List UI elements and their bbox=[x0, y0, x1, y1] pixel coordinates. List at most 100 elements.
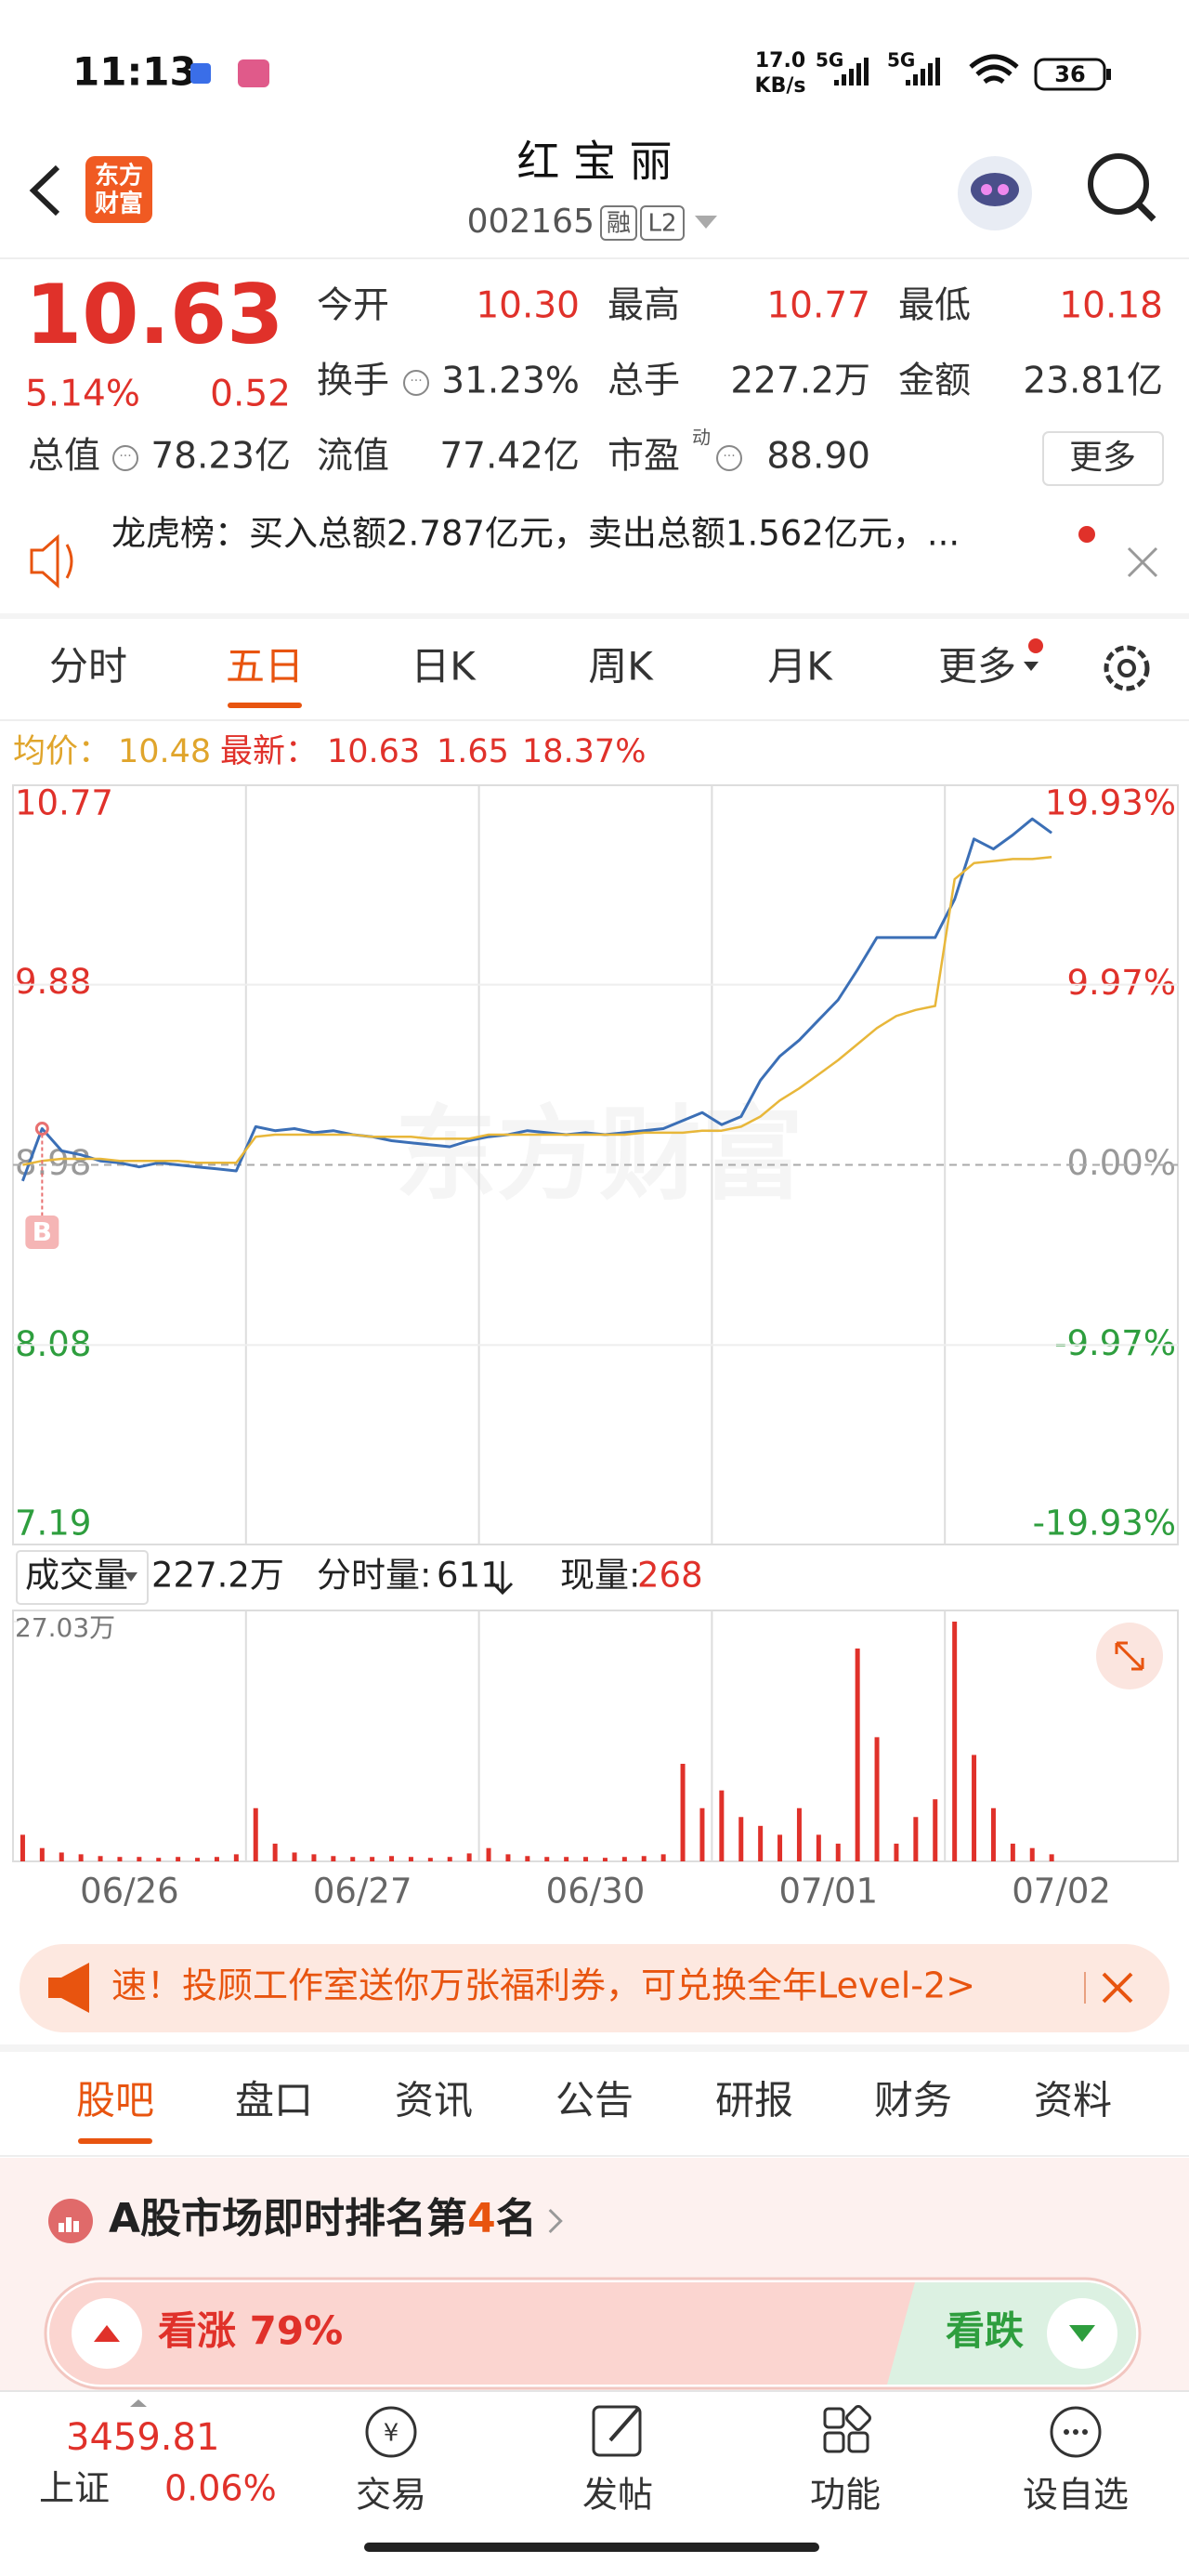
section-tab[interactable]: 财务 bbox=[874, 2078, 952, 2123]
field-value: 23.81亿 bbox=[1023, 361, 1163, 402]
settings-icon[interactable] bbox=[1104, 645, 1150, 691]
price: 10.63 bbox=[25, 267, 283, 362]
index-name: 上证 bbox=[39, 2468, 110, 2509]
icon-ring bbox=[1050, 2406, 1102, 2458]
vote-up-label[interactable]: 看涨 79% bbox=[158, 2308, 343, 2354]
search-icon[interactable] bbox=[1088, 153, 1149, 215]
section-tab[interactable]: 盘口 bbox=[235, 2078, 313, 2123]
volume-bar bbox=[408, 1857, 413, 1861]
battery-tip bbox=[1106, 69, 1111, 80]
nav-icon[interactable]: ¥ bbox=[365, 2406, 417, 2458]
volume-bar bbox=[777, 1834, 783, 1861]
ranking-text: A股市场即时排名第 bbox=[109, 2195, 467, 2242]
signal-bar bbox=[935, 58, 940, 85]
volume-bar bbox=[564, 1857, 569, 1861]
field-label: 流值 bbox=[317, 436, 389, 478]
volume-bar bbox=[137, 1857, 142, 1861]
legend-value: 10.63 bbox=[327, 733, 420, 770]
badge: L2 bbox=[647, 210, 676, 238]
y2-tick-label: 19.93% bbox=[1045, 783, 1176, 823]
section-tab[interactable]: 资讯 bbox=[395, 2078, 473, 2123]
more-button-label[interactable]: 更多 bbox=[1069, 439, 1136, 477]
ranking-number: 4 bbox=[467, 2195, 496, 2242]
chart-tab[interactable]: 月K bbox=[767, 644, 833, 690]
signal-bar bbox=[913, 74, 918, 85]
dropdown bbox=[695, 216, 717, 229]
signal-bar bbox=[921, 69, 925, 85]
field-value: 10.18 bbox=[1059, 285, 1163, 327]
y-tick-label: 8.08 bbox=[15, 1324, 91, 1364]
close-button[interactable] bbox=[1127, 546, 1158, 578]
chart-tab[interactable]: 日K bbox=[411, 644, 477, 690]
x-tick-label: 07/02 bbox=[1012, 1872, 1111, 1912]
section-tab[interactable]: 股吧 bbox=[76, 2078, 154, 2123]
chart-tab[interactable]: 更多 bbox=[938, 644, 1016, 690]
volume-bar bbox=[796, 1807, 802, 1861]
volume-bar bbox=[486, 1847, 491, 1861]
nav-icon[interactable] bbox=[592, 2405, 642, 2457]
ranking-icon-bar bbox=[59, 2223, 64, 2232]
volume-bar bbox=[719, 1790, 725, 1861]
banner-close[interactable] bbox=[1102, 1972, 1133, 2004]
icon-ring bbox=[365, 2406, 417, 2458]
section-tab[interactable]: 公告 bbox=[555, 2078, 634, 2123]
field-label: 最低 bbox=[898, 285, 971, 327]
volume-bar bbox=[680, 1764, 686, 1861]
down-arrow bbox=[491, 1561, 514, 1596]
vote-down-label[interactable]: 看跌 bbox=[946, 2308, 1024, 2354]
nav-icon[interactable] bbox=[823, 2405, 871, 2453]
nav-label[interactable]: 功能 bbox=[810, 2475, 881, 2516]
field-value: 31.23% bbox=[441, 361, 580, 402]
chart-tab[interactable]: 分时 bbox=[49, 644, 127, 690]
robot-eye bbox=[981, 184, 992, 195]
index-value: 3459.81 bbox=[66, 2416, 219, 2459]
field-label: 金额 bbox=[898, 361, 971, 402]
volume-bar bbox=[117, 1857, 123, 1861]
nav-label[interactable]: 交易 bbox=[356, 2475, 426, 2516]
field-label: 总手 bbox=[608, 361, 680, 402]
volume-bar bbox=[233, 1854, 239, 1861]
change: 0.52 bbox=[210, 374, 291, 415]
change-pct: 5.14% bbox=[25, 374, 140, 415]
volume-bar bbox=[699, 1807, 705, 1861]
volume-bar bbox=[176, 1857, 181, 1861]
app-icon bbox=[190, 63, 211, 84]
more-arrow bbox=[1024, 662, 1039, 671]
up-arrow bbox=[94, 2325, 120, 2342]
y2-tick-label: -9.97% bbox=[1054, 1323, 1176, 1363]
volume-bar bbox=[544, 1857, 550, 1861]
volume-bar bbox=[427, 1858, 433, 1861]
chart-tab[interactable]: 周K bbox=[588, 644, 654, 690]
expand-icon bbox=[1115, 1641, 1144, 1671]
volume-bar bbox=[933, 1799, 938, 1861]
robot-face bbox=[971, 173, 1019, 206]
section-tab[interactable]: 资料 bbox=[1034, 2078, 1112, 2123]
volume-bar bbox=[253, 1807, 258, 1861]
banner[interactable] bbox=[20, 1944, 1169, 2032]
stock-name: 红 宝 丽 bbox=[516, 137, 672, 187]
section-tab[interactable]: 研报 bbox=[715, 2078, 793, 2123]
icon-dot bbox=[1082, 2429, 1088, 2435]
more-button[interactable] bbox=[1042, 431, 1164, 486]
nav-icon[interactable] bbox=[1050, 2406, 1102, 2458]
split-label: 分时量: bbox=[317, 1556, 431, 1596]
badge-box bbox=[600, 205, 637, 241]
y-tick-label: 9.88 bbox=[15, 962, 91, 1002]
volume-select[interactable] bbox=[16, 1550, 149, 1605]
nav-label[interactable]: 发帖 bbox=[582, 2475, 653, 2516]
icon-pen bbox=[608, 2407, 640, 2442]
volume-bar bbox=[20, 1834, 25, 1861]
field-label: 总值 bbox=[28, 436, 100, 478]
chart-tab[interactable]: 五日 bbox=[226, 644, 304, 690]
icon-glyph: ¥ bbox=[384, 2420, 399, 2448]
down-arrow bbox=[1069, 2325, 1095, 2342]
icon-cell bbox=[823, 2431, 845, 2453]
volume-bar bbox=[602, 1858, 608, 1861]
nav-label[interactable]: 设自选 bbox=[1023, 2475, 1129, 2516]
ranking-icon-bar bbox=[66, 2217, 72, 2232]
signal-bar bbox=[864, 58, 869, 85]
net-speed: 17.0 bbox=[755, 49, 805, 72]
back-button[interactable] bbox=[29, 164, 60, 217]
x-tick-label: 06/27 bbox=[313, 1872, 412, 1912]
legend-value: 10.48 bbox=[118, 733, 211, 770]
